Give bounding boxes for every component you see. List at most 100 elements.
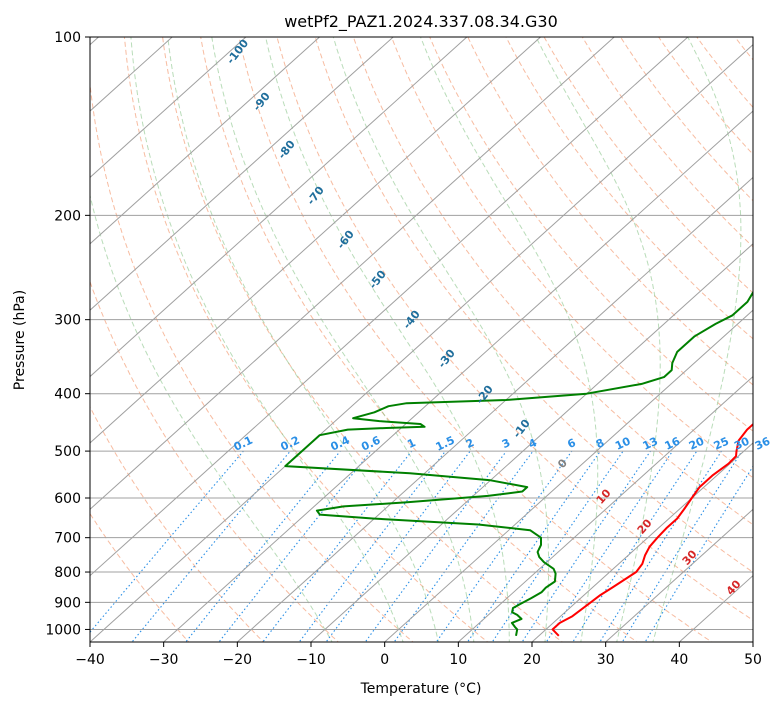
- isotherm-line: [236, 176, 753, 642]
- y-tick-label: 800: [54, 565, 81, 581]
- x-tick-label: −10: [296, 652, 326, 668]
- dry-adiabat-line: [505, 37, 753, 340]
- dry-adiabat-line: [90, 79, 414, 642]
- dry-adiabat-line: [90, 512, 190, 642]
- isotherm-line: [90, 37, 321, 245]
- isotherm-line: [457, 375, 753, 642]
- y-tick-label: 600: [54, 491, 81, 507]
- y-tick-label: 900: [54, 595, 81, 611]
- mixing-ratio-line: [185, 450, 341, 642]
- mixing-ratio-line: [491, 450, 624, 642]
- moist-adiabat-line: [130, 37, 404, 642]
- mixing-ratio-label: 25: [712, 435, 731, 453]
- x-tick-label: 20: [523, 652, 541, 668]
- y-axis-label: Pressure (hPa): [12, 290, 28, 390]
- isotherm-line: [90, 37, 394, 311]
- chart-title: wetPf2_PAZ1.2024.337.08.34.G30: [284, 12, 558, 32]
- y-tick-label: 500: [54, 444, 81, 460]
- x-tick-label: 40: [670, 652, 688, 668]
- isotherm-line: [90, 37, 468, 378]
- mixing-ratio-label: 20: [687, 434, 707, 452]
- mixing-ratio-label: 6: [565, 436, 578, 451]
- mixing-ratio-label: 10: [613, 434, 633, 452]
- dry-adiabat-line: [390, 37, 753, 479]
- mixing-ratio-line: [262, 450, 413, 642]
- profiles: [284, 290, 753, 637]
- dry-adiabat-label: -90: [250, 90, 273, 114]
- y-tick-label: 100: [54, 30, 81, 46]
- dry-adiabat-line: [352, 37, 753, 526]
- temperature-profile-line: [551, 422, 753, 637]
- y-tick-label: 300: [54, 313, 81, 329]
- dry-adiabat-label: -70: [304, 184, 327, 208]
- dry-adiabat-label: -50: [366, 268, 389, 292]
- mixing-ratio-line: [572, 450, 698, 642]
- isotherm-line: [604, 508, 753, 642]
- isotherm-line: [162, 110, 753, 642]
- mixing-ratio-line: [325, 450, 471, 642]
- moist-adiabat-line: [167, 37, 440, 642]
- y-axis: 100 200 300 400 500 600 700 800 900 1000: [45, 30, 90, 638]
- y-tick-label: 200: [54, 208, 81, 224]
- x-tick-label: 0: [380, 652, 389, 668]
- y-tick-label: 700: [54, 531, 81, 547]
- x-tick-label: −20: [223, 652, 253, 668]
- y-tick-label: 400: [54, 387, 81, 403]
- mixing-ratio-label: 13: [641, 435, 660, 453]
- x-axis: −40 −30 −20 −10 0 10 20 30 40 50: [75, 642, 762, 668]
- dry-adiabat-label: -40: [400, 308, 423, 332]
- dry-adiabat-label: -80: [275, 138, 298, 162]
- mixing-ratio-line: [435, 450, 573, 642]
- mixing-ratio-label: 36: [753, 434, 773, 452]
- dry-adiabat-line: [200, 37, 638, 642]
- x-tick-label: −30: [149, 652, 179, 668]
- dry-adiabat-line: [657, 37, 753, 156]
- x-axis-label: Temperature (°C): [360, 681, 482, 697]
- moist-adiabat-line: [535, 37, 661, 642]
- dry-adiabat-line: [314, 37, 753, 573]
- mixing-ratio-line: [218, 450, 372, 642]
- dry-adiabat-label: -30: [435, 347, 458, 371]
- dry-adiabat-line: [763, 24, 775, 645]
- moist-adiabat-line: [652, 37, 742, 642]
- y-tick-label: 1000: [45, 622, 81, 638]
- plot-frame: [89, 36, 754, 643]
- x-tick-label: 50: [744, 652, 762, 668]
- isotherm-line: [90, 37, 542, 444]
- isotherm-line: [90, 37, 173, 112]
- mixing-ratio-line: [298, 450, 446, 642]
- grid-lines: [90, 37, 753, 642]
- isotherm-line: [90, 37, 615, 510]
- dry-adiabat-line: [238, 37, 713, 642]
- mixing-ratio-line: [521, 450, 651, 642]
- moist-adiabat-label: 30: [680, 547, 700, 567]
- dry-adiabat-line: [123, 37, 489, 642]
- dry-adiabat-label: -100: [224, 37, 251, 67]
- isotherm-line: [90, 37, 247, 179]
- x-tick-label: 30: [597, 652, 615, 668]
- background-lines: [90, 24, 775, 645]
- mixing-ratio-line: [621, 450, 743, 642]
- x-tick-label: −40: [75, 652, 105, 668]
- dry-adiabat-line: [581, 37, 753, 248]
- mixing-ratio-label: 2: [464, 436, 476, 451]
- isotherm-line: [383, 309, 753, 642]
- moist-adiabat-line: [211, 37, 475, 642]
- mixing-ratio-line: [644, 465, 753, 642]
- mixing-ratio-label: 1: [405, 436, 417, 451]
- moist-adiabat-label: 0: [555, 456, 570, 471]
- isotherm-line: [531, 442, 753, 642]
- mixing-ratio-label: 16: [663, 434, 683, 452]
- dry-adiabat-label: -60: [334, 228, 357, 252]
- moist-adiabat-line: [90, 193, 333, 642]
- dry-adiabat-line: [429, 37, 753, 432]
- dry-adiabat-line: [90, 280, 339, 642]
- isotherm-line: [90, 44, 753, 642]
- isotherm-line: [90, 37, 689, 577]
- mixing-ratio-line: [545, 450, 674, 642]
- mixing-ratio-line: [90, 450, 244, 634]
- dry-adiabat-line: [734, 37, 753, 61]
- isotherm-line: [310, 243, 753, 642]
- moist-adiabat-label: 40: [724, 577, 744, 597]
